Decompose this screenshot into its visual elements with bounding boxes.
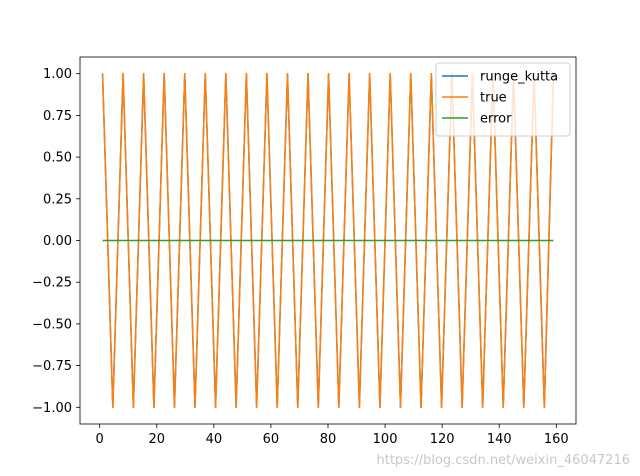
y-tick-label: 0.00	[43, 234, 72, 249]
x-tick-label: 120	[430, 432, 455, 447]
x-tick-label: 100	[373, 432, 398, 447]
y-tick-label: 0.25	[43, 192, 72, 207]
x-tick-label: 0	[96, 432, 104, 447]
x-axis: 0 20 40 60 80 100 120 140 160	[96, 424, 569, 447]
y-tick-label: −0.25	[32, 276, 72, 291]
y-tick-label: −1.00	[32, 401, 72, 416]
y-tick-label: 0.50	[43, 151, 72, 166]
y-tick-label: 0.75	[43, 109, 72, 124]
x-tick-label: 140	[487, 432, 512, 447]
legend-label-true: true	[480, 91, 507, 106]
series-line-true	[101, 72, 555, 409]
y-tick-label: 1.00	[43, 67, 72, 82]
y-tick-label: −0.75	[32, 359, 72, 374]
x-tick-label: 60	[263, 432, 280, 447]
x-tick-label: 40	[206, 432, 223, 447]
y-tick-label: −0.50	[32, 317, 72, 332]
y-axis: −1.00 −0.75 −0.50 −0.25 0.00 0.25 0.50 0.75 1.00	[32, 67, 80, 416]
legend-label-error: error	[480, 112, 512, 127]
x-tick-label: 160	[544, 432, 569, 447]
x-tick-label: 80	[320, 432, 337, 447]
series-layer	[101, 72, 555, 409]
watermark: https://blog.csdn.net/weixin_46047216	[376, 453, 630, 468]
legend-label-runge-kutta: runge_kutta	[480, 70, 558, 85]
legend-box	[435, 62, 571, 137]
x-tick-label: 20	[148, 432, 165, 447]
